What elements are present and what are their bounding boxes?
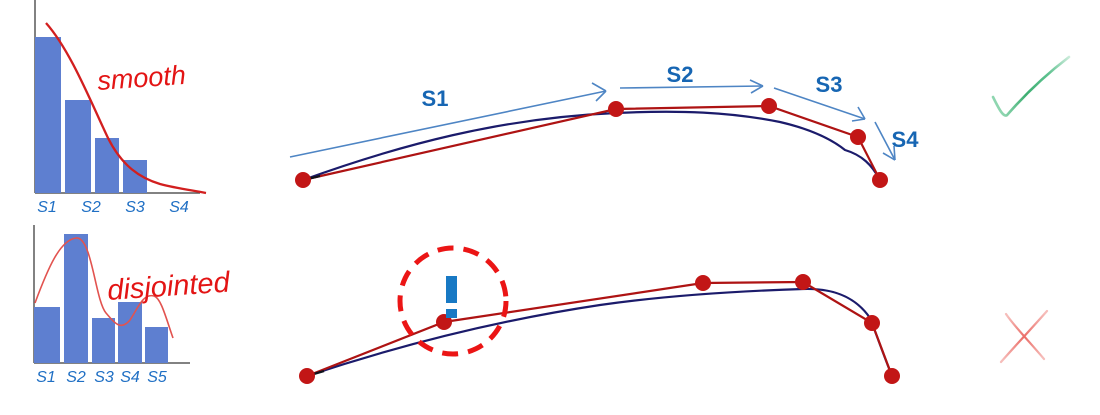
svg-text:S3: S3 (816, 72, 843, 97)
svg-text:S1: S1 (37, 199, 57, 216)
svg-text:S4: S4 (120, 369, 140, 386)
svg-text:S1: S1 (36, 369, 56, 386)
svg-text:S3: S3 (94, 369, 114, 386)
svg-text:S2: S2 (667, 62, 694, 87)
svg-text:smooth: smooth (96, 60, 186, 96)
svg-text:S4: S4 (892, 127, 920, 152)
svg-text:S1: S1 (422, 86, 449, 111)
svg-text:S4: S4 (169, 199, 189, 216)
svg-text:S2: S2 (81, 199, 101, 216)
svg-text:S2: S2 (66, 369, 86, 386)
svg-text:S3: S3 (125, 199, 145, 216)
svg-text:S5: S5 (147, 369, 167, 386)
